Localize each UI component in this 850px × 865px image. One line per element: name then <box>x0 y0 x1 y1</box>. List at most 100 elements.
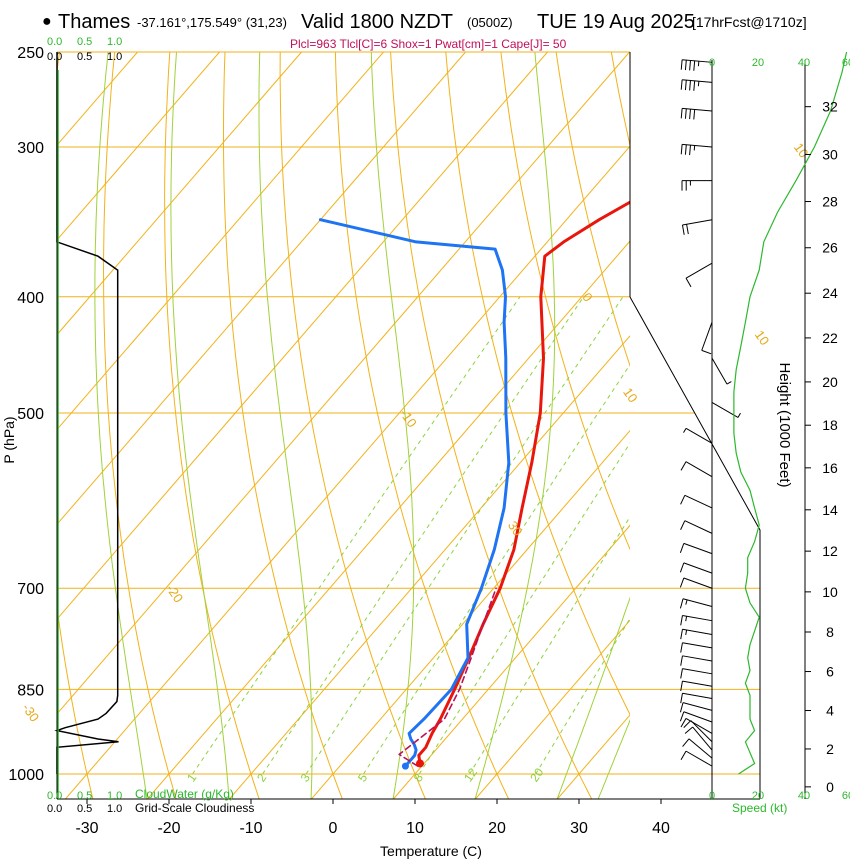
wind-barb <box>680 543 712 553</box>
barb-shaft <box>702 322 712 350</box>
barb-feather <box>681 643 683 653</box>
speed-scale-bottom: 60 <box>842 790 850 802</box>
x-tick-label: -10 <box>239 820 262 837</box>
dry-adiabat <box>40 31 93 800</box>
barb-feather <box>681 615 683 625</box>
wind-barb <box>681 80 712 91</box>
mixing-ratio-label: 2 <box>254 771 269 785</box>
speed-label: Speed (kt) <box>732 801 787 815</box>
barb-feather <box>681 495 685 504</box>
wind-barb <box>702 322 712 354</box>
wind-barb <box>681 615 712 625</box>
cloudiness-scale-bottom: 0.5 <box>77 803 92 815</box>
barb-shaft <box>683 703 712 711</box>
height-axis-title: Height (1000 Feet) <box>776 362 793 487</box>
barb-shaft <box>684 712 712 722</box>
barb-feather <box>687 224 689 234</box>
barb-shaft <box>686 428 712 443</box>
isotherm-line <box>639 52 850 799</box>
barb-shaft <box>682 656 712 661</box>
isotherm-line <box>311 52 850 799</box>
mixing-ratio-line <box>419 297 725 774</box>
moist-adiabat <box>557 52 762 799</box>
barb-shaft <box>686 462 712 477</box>
barb-feather <box>684 721 691 728</box>
barb-feather <box>680 563 683 572</box>
isotherm-label: 0 <box>579 290 595 305</box>
pressure-tick-label: 250 <box>17 45 44 62</box>
wind-barb <box>681 521 712 534</box>
cloudiness-scale-bottom: 1.0 <box>107 803 122 815</box>
grid-lines <box>0 31 850 800</box>
wind-barb <box>681 693 712 703</box>
moist-adiabat <box>598 52 850 799</box>
mixing-ratio-line <box>364 297 675 774</box>
utc-time: (0500Z) <box>467 15 513 30</box>
barb-feather <box>683 739 689 747</box>
isotherm-label: 30 <box>505 518 526 538</box>
barb-half-feather <box>686 600 687 605</box>
cloudwater-scale-top: 0.5 <box>77 36 92 48</box>
pressure-tick-label: 700 <box>17 581 44 598</box>
valid-time: Valid 1800 NZDT <box>301 11 453 33</box>
isotherm-label: -30 <box>19 701 42 725</box>
barb-feather <box>680 578 683 587</box>
cloudwater-scale-bottom: 0.0 <box>47 790 62 802</box>
dry-adiabat <box>608 31 850 800</box>
barb-feather <box>690 80 691 90</box>
barb-shaft <box>684 563 712 573</box>
barb-feather <box>685 727 693 733</box>
isotherm-label: -10 <box>397 406 420 430</box>
barb-shaft <box>684 543 712 553</box>
wind-barb <box>681 462 712 477</box>
barb-half-feather <box>684 428 687 432</box>
barb-half-feather <box>686 616 687 621</box>
moist-adiabat <box>475 52 555 799</box>
barb-shaft <box>683 599 712 607</box>
barb-shaft <box>712 358 727 384</box>
barb-half-feather <box>727 382 731 385</box>
dry-adiabat <box>224 31 343 800</box>
speed-scale-top: 20 <box>752 57 764 69</box>
height-tick-label: 0 <box>826 779 834 795</box>
barb-feather <box>681 629 683 639</box>
barb-feather <box>681 521 685 530</box>
mixing-ratio-label: 12 <box>461 765 480 784</box>
barb-shaft <box>682 220 712 225</box>
wind-barb <box>680 599 712 609</box>
pressure-tick-label: 500 <box>17 406 44 423</box>
sounding-params: Plcl=963 Tlcl[C]=6 Shox=1 Pwat[cm]=1 Cap… <box>290 37 567 51</box>
barb-feather <box>680 599 683 609</box>
cloudiness-scale-bottom: 0.0 <box>47 803 62 815</box>
header-bullet: ● <box>42 13 52 30</box>
wind-barb <box>683 739 712 758</box>
barb-shaft <box>682 681 712 686</box>
barb-half-feather <box>738 413 741 417</box>
barb-feather <box>685 145 686 155</box>
wind-barb <box>681 751 712 766</box>
mixing-ratio-label: 5 <box>355 771 370 785</box>
height-tick-label: 12 <box>822 543 838 559</box>
station-coords: -37.161°,175.549° (31,23) <box>137 15 287 30</box>
dewpoint-line <box>320 220 508 766</box>
dry-adiabat <box>165 31 260 800</box>
barb-feather <box>681 60 682 70</box>
barb-feather <box>694 110 695 120</box>
height-tick-label: 14 <box>822 502 838 518</box>
mixing-ratio-label: 3 <box>298 771 313 785</box>
wind-barb <box>681 629 712 639</box>
isotherm-label: 10 <box>752 328 773 348</box>
barb-feather <box>680 712 683 721</box>
barb-feather <box>694 61 695 71</box>
barb-feather <box>685 109 686 119</box>
pressure-tick-label: 400 <box>17 290 44 307</box>
height-tick-label: 10 <box>822 584 838 600</box>
wind-barb <box>682 181 712 191</box>
barb-shaft <box>686 263 712 278</box>
mixing-ratio-label: 8 <box>411 771 426 785</box>
barb-feather <box>681 462 686 471</box>
